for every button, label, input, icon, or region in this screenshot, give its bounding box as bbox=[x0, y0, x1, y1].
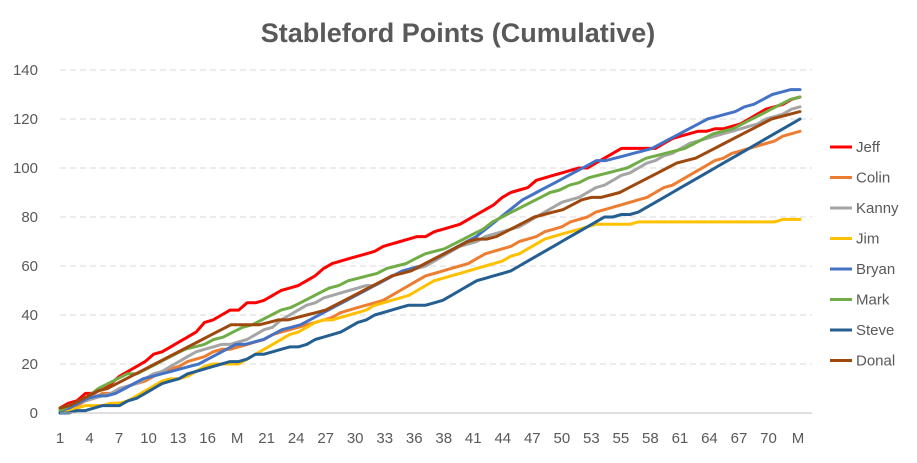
y-tick-label: 60 bbox=[21, 258, 38, 275]
x-tick-label: 13 bbox=[170, 430, 187, 447]
chart-title: Stableford Points (Cumulative) bbox=[261, 18, 656, 48]
grid-layer bbox=[60, 69, 812, 365]
y-tick-label: 80 bbox=[21, 209, 38, 226]
x-tick-label: 1 bbox=[56, 430, 64, 447]
x-tick-label: 70 bbox=[760, 430, 777, 447]
y-tick-label: 0 bbox=[30, 405, 38, 422]
legend-label-kanny: Kanny bbox=[856, 200, 899, 217]
x-tick-label: 55 bbox=[613, 430, 630, 447]
series-line-donal bbox=[58, 110, 802, 410]
y-tick-label: 140 bbox=[13, 62, 38, 79]
legend-label-steve: Steve bbox=[856, 322, 894, 339]
legend-label-colin: Colin bbox=[856, 170, 890, 187]
x-tick-label: 10 bbox=[140, 430, 157, 447]
x-tick-label: 41 bbox=[465, 430, 482, 447]
y-tick-label: 120 bbox=[13, 111, 38, 128]
series-line-kanny bbox=[58, 105, 802, 413]
x-tick-label: 67 bbox=[731, 430, 748, 447]
series-line-steve bbox=[58, 117, 802, 415]
x-tick-label: 24 bbox=[288, 430, 305, 447]
x-tick-label: 61 bbox=[672, 430, 689, 447]
legend-label-donal: Donal bbox=[856, 353, 895, 370]
x-tick-label: M bbox=[231, 430, 244, 447]
x-tick-label: 27 bbox=[317, 430, 334, 447]
x-tick-label: 64 bbox=[701, 430, 718, 447]
x-tick-label: 33 bbox=[376, 430, 393, 447]
x-tick-label: 38 bbox=[435, 430, 452, 447]
x-tick-label: 58 bbox=[642, 430, 659, 447]
series-line-colin bbox=[58, 129, 802, 413]
x-tick-label: 4 bbox=[85, 430, 93, 447]
y-axis: 0 20 40 60 80 100 120 140 bbox=[13, 62, 38, 422]
legend-label-jim: Jim bbox=[856, 231, 879, 248]
x-axis: 1 4 7 10 13 16 M 21 24 27 30 33 36 38 41 44 47 50 53 55 58 61… bbox=[56, 412, 812, 447]
x-tick-label: M bbox=[792, 430, 805, 447]
x-tick-label: 53 bbox=[583, 430, 600, 447]
x-tick-label: 47 bbox=[524, 430, 541, 447]
x-tick-label: 44 bbox=[494, 430, 511, 447]
x-tick-label: 16 bbox=[199, 430, 216, 447]
legend-label-bryan: Bryan bbox=[856, 261, 895, 278]
x-tick-label: 21 bbox=[258, 430, 275, 447]
series-line-bryan bbox=[58, 88, 802, 413]
legend: Jeff Colin Kanny Jim Bryan Mark Steve Donal bbox=[830, 139, 899, 370]
y-tick-label: 40 bbox=[21, 307, 38, 324]
y-tick-label: 20 bbox=[21, 356, 38, 373]
x-tick-label: 36 bbox=[406, 430, 423, 447]
series-layer bbox=[58, 88, 802, 415]
y-tick-label: 100 bbox=[13, 160, 38, 177]
series-line-jeff bbox=[58, 95, 802, 410]
x-tick-label: 50 bbox=[553, 430, 570, 447]
legend-label-jeff: Jeff bbox=[856, 139, 881, 156]
legend-label-mark: Mark bbox=[856, 292, 890, 309]
x-tick-label: 30 bbox=[347, 430, 364, 447]
x-tick-label: 7 bbox=[115, 430, 123, 447]
